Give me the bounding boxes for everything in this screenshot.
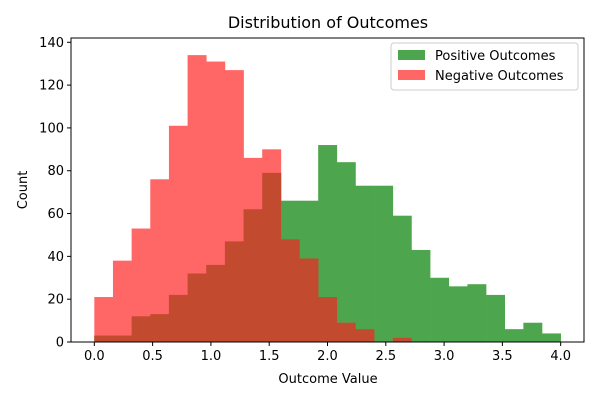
legend-swatch xyxy=(398,50,425,60)
overlap-bar xyxy=(150,314,170,342)
x-tick-label: 0.0 xyxy=(84,349,105,364)
y-tick-label: 140 xyxy=(39,36,64,51)
positive-bar xyxy=(336,162,356,342)
positive-bar xyxy=(448,286,468,342)
y-tick-label: 20 xyxy=(47,293,64,308)
negative-bar xyxy=(131,228,151,342)
y-tick-label: 40 xyxy=(47,250,64,265)
y-tick-label: 120 xyxy=(39,79,64,94)
overlap-bar xyxy=(224,241,244,342)
x-tick-label: 1.5 xyxy=(259,349,280,364)
positive-bar xyxy=(430,277,450,342)
bars-layer xyxy=(94,55,561,343)
x-tick-label: 4.0 xyxy=(550,349,571,364)
overlap-bar xyxy=(94,335,114,342)
positive-bar xyxy=(504,329,524,342)
axes-layer: 0.0 0.5 1.0 1.5 2.0 2.5 3.0 3.5 4.0 0 20 40 60 80 100 1… xyxy=(39,36,585,364)
negative-bar xyxy=(150,179,170,342)
positive-bar xyxy=(374,185,394,342)
overlap-bar xyxy=(187,273,207,342)
x-tick-label: 3.0 xyxy=(434,349,455,364)
negative-bar xyxy=(94,297,114,342)
positive-bar xyxy=(542,333,561,342)
positive-bar xyxy=(486,294,506,342)
x-tick-label: 2.0 xyxy=(317,349,338,364)
overlap-bar xyxy=(168,294,188,342)
overlap-bar xyxy=(392,337,412,342)
x-tick-label: 2.5 xyxy=(375,349,396,364)
y-tick-label: 60 xyxy=(47,207,64,222)
x-tick-label: 0.5 xyxy=(142,349,163,364)
positive-bar xyxy=(318,145,338,342)
overlap-bar xyxy=(131,316,151,342)
overlap-bar xyxy=(112,335,132,342)
negative-bar xyxy=(168,125,188,342)
y-tick-label: 0 xyxy=(56,336,64,351)
overlap-bar xyxy=(262,172,282,342)
legend-box xyxy=(390,42,579,91)
overlap-bar xyxy=(355,329,375,342)
y-tick-label: 100 xyxy=(39,121,64,136)
legend-label: Negative Outcomes xyxy=(435,69,564,84)
positive-bar xyxy=(392,215,412,342)
positive-bar xyxy=(523,322,543,342)
overlap-bar xyxy=(280,239,300,342)
legend: Positive Outcomes Negative Outcomes xyxy=(390,42,579,91)
y-tick-label: 80 xyxy=(47,164,64,179)
negative-bar xyxy=(112,260,132,342)
overlap-bar xyxy=(318,297,338,342)
legend-swatch xyxy=(398,70,425,80)
overlap-bar xyxy=(299,258,319,342)
positive-bar xyxy=(411,249,431,342)
negative-bar xyxy=(187,55,207,342)
x-axis-label: Outcome Value xyxy=(278,372,377,387)
x-tick-label: 1.0 xyxy=(201,349,222,364)
y-axis-label: Count xyxy=(16,171,31,210)
overlap-bar xyxy=(336,322,356,342)
legend-label: Positive Outcomes xyxy=(435,49,556,64)
overlap-bar xyxy=(206,264,226,342)
x-tick-label: 3.5 xyxy=(492,349,513,364)
positive-bar xyxy=(355,185,375,342)
overlap-bar xyxy=(243,209,263,342)
chart-title: Distribution of Outcomes xyxy=(228,13,428,32)
positive-bar xyxy=(467,284,487,342)
